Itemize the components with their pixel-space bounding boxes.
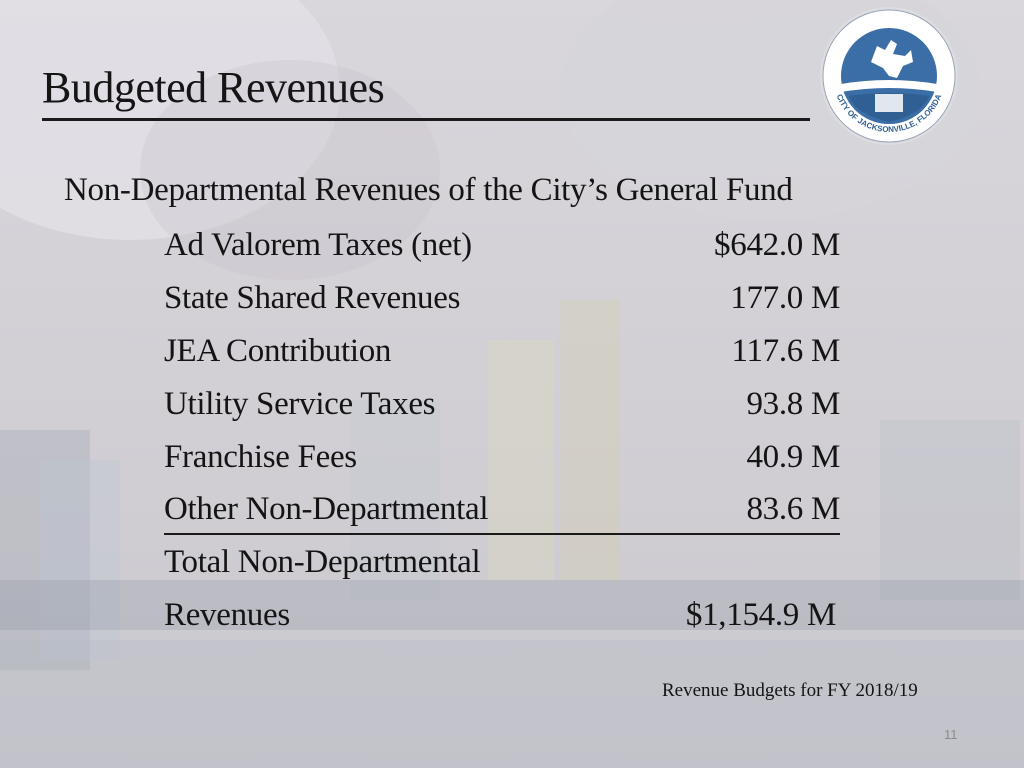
- revenue-label: JEA Contribution: [164, 333, 392, 369]
- revenue-row-last: Other Non-Departmental 83.6 M: [164, 491, 840, 535]
- total-label-line1: Total Non-Departmental: [164, 544, 481, 580]
- revenue-label: State Shared Revenues: [164, 280, 461, 316]
- total-amount: $1,154.9 M: [685, 597, 836, 633]
- revenue-label: Utility Service Taxes: [164, 386, 436, 422]
- city-seal-logo: CITY OF JACKSONVILLE, FLORIDA: [820, 7, 958, 145]
- revenue-row: State Shared Revenues 177.0 M: [164, 280, 840, 320]
- revenue-label: Ad Valorem Taxes (net): [164, 227, 472, 263]
- revenue-label: Franchise Fees: [164, 439, 357, 475]
- footer-caption: Revenue Budgets for FY 2018/19: [662, 680, 918, 701]
- revenue-row: Utility Service Taxes 93.8 M: [164, 386, 840, 426]
- total-row-line1: Total Non-Departmental: [164, 544, 840, 584]
- revenue-row: JEA Contribution 117.6 M: [164, 333, 840, 373]
- total-label-line2: Revenues: [164, 597, 290, 633]
- slide-title: Budgeted Revenues: [42, 63, 385, 112]
- revenue-amount: 177.0 M: [730, 280, 840, 316]
- title-underline: [42, 118, 810, 121]
- page-number: 11: [944, 727, 958, 742]
- revenue-row: Franchise Fees 40.9 M: [164, 439, 840, 479]
- revenue-amount: $642.0 M: [714, 227, 840, 263]
- revenue-amount: 117.6 M: [731, 333, 840, 369]
- revenue-amount: 93.8 M: [746, 386, 840, 422]
- revenue-amount: 40.9 M: [746, 439, 840, 475]
- revenue-label: Other Non-Departmental: [164, 491, 489, 527]
- total-row: Revenues $1,154.9 M: [164, 597, 840, 637]
- revenue-row: Ad Valorem Taxes (net) $642.0 M: [164, 227, 840, 267]
- subtitle: Non-Departmental Revenues of the City’s …: [64, 172, 793, 208]
- revenue-amount: 83.6 M: [746, 491, 840, 527]
